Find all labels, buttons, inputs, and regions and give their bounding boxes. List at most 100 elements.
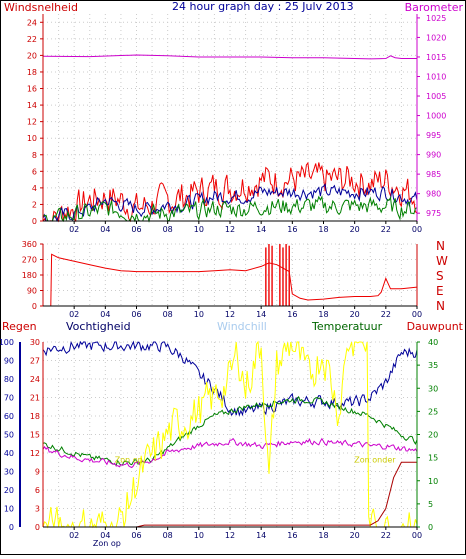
- barometer-tick-label: 995: [426, 131, 441, 140]
- panel1-x-tick-label: 20: [350, 225, 360, 234]
- compass-letter: W: [436, 254, 448, 268]
- barometer-tick-label: 985: [426, 170, 441, 179]
- panel1-x-tick-label: 00: [412, 225, 422, 234]
- humidity-tick-label: 40: [4, 449, 14, 458]
- panel1-series-blue: [42, 183, 418, 223]
- panel2-x-tick-label: 08: [163, 310, 173, 319]
- direction-series: [43, 253, 418, 307]
- panel-wind-barometer: 0246810121416182022249759809859909951000…: [27, 14, 447, 234]
- panel1-x-tick-label: 08: [163, 225, 173, 234]
- temperature-tick-label: 10: [428, 477, 438, 486]
- barometer-tick-label: 1015: [426, 53, 446, 62]
- panel3-x-tick-label: 02: [69, 531, 79, 540]
- rain-tick-label: 0: [35, 523, 40, 532]
- wind-speed-tick-label: 10: [27, 134, 37, 143]
- barometer-tick-label: 1005: [426, 92, 446, 101]
- barometer-tick-label: 1000: [426, 112, 446, 121]
- rain-tick-label: 27: [30, 357, 40, 366]
- humidity-tick-label: 90: [4, 357, 14, 366]
- direction-tick-label: 180: [22, 271, 37, 280]
- temperature-tick-label: 30: [428, 384, 438, 393]
- humidity-tick-label: 10: [4, 505, 14, 514]
- panel2-x-tick-label: 10: [194, 310, 204, 319]
- panel1-x-tick-label: 14: [256, 225, 266, 234]
- direction-tick-label: 90: [27, 287, 37, 296]
- panel1-x-tick-label: 02: [69, 225, 79, 234]
- barometer-tick-label: 1025: [426, 14, 446, 23]
- panel3-x-tick-label: 16: [287, 531, 297, 540]
- wind-speed-label: Windsnelheid: [4, 1, 78, 14]
- humidity-tick-label: 30: [4, 468, 14, 477]
- panel2-x-tick-label: 02: [69, 310, 79, 319]
- humidity-tick-label: 70: [4, 394, 14, 403]
- wind-speed-tick-label: 6: [32, 167, 37, 176]
- rain-tick-label: 24: [30, 375, 40, 384]
- direction-tick-label: 360: [22, 240, 37, 249]
- wind-speed-tick-label: 12: [27, 118, 37, 127]
- compass-letter: N: [436, 239, 445, 253]
- compass-letter: S: [436, 269, 444, 283]
- panel3-x-tick-label: 12: [225, 531, 235, 540]
- rain-tick-label: 6: [35, 486, 40, 495]
- compass-letter: E: [436, 284, 444, 298]
- wind-speed-tick-label: 2: [32, 200, 37, 209]
- rain-tick-label: 12: [30, 449, 40, 458]
- temperature-tick-label: 0: [428, 523, 433, 532]
- temperature-tick-label: 15: [428, 454, 438, 463]
- panel1-x-tick-label: 22: [381, 225, 391, 234]
- wind-speed-tick-label: 4: [32, 184, 37, 193]
- panel2-x-tick-label: 06: [131, 310, 141, 319]
- barometer-tick-label: 980: [426, 190, 441, 199]
- panel2-x-tick-label: 00: [412, 310, 422, 319]
- windchill-label: Windchill: [217, 320, 267, 333]
- barometer-tick-label: 1010: [426, 72, 446, 81]
- panel2-x-tick-label: 16: [287, 310, 297, 319]
- temperature-tick-label: 20: [428, 431, 438, 440]
- chart-title: 24 hour graph day : 25 Julv 2013: [172, 0, 354, 13]
- temperature-tick-label: 40: [428, 338, 438, 347]
- panel2-x-tick-label: 04: [100, 310, 110, 319]
- wind-speed-tick-label: 20: [27, 51, 37, 60]
- panel1-x-tick-label: 16: [287, 225, 297, 234]
- panel3-x-tick-label: 00: [412, 531, 422, 540]
- humidity-tick-label: 100: [0, 338, 14, 347]
- wind-speed-tick-label: 16: [27, 85, 37, 94]
- panel2-x-tick-label: 12: [225, 310, 235, 319]
- direction-tick-label: 0: [32, 302, 37, 311]
- panel3-x-tick-label: 10: [194, 531, 204, 540]
- panel3-x-tick-label: 18: [318, 531, 328, 540]
- panel3-series-magenta: [42, 437, 418, 469]
- panel3-x-tick-label: 22: [381, 531, 391, 540]
- rain-tick-label: 15: [30, 431, 40, 440]
- barometer-tick-label: 1020: [426, 33, 446, 42]
- sun-annotation: Zon op: [115, 455, 143, 464]
- wind-speed-tick-label: 22: [27, 35, 37, 44]
- temperature-tick-label: 25: [428, 407, 438, 416]
- humidity-tick-label: 60: [4, 412, 14, 421]
- sun-annotation: Zon onder: [354, 455, 396, 464]
- panel2-x-tick-label: 22: [381, 310, 391, 319]
- panel3-x-tick-label: 20: [350, 531, 360, 540]
- panel3-series-yellow: [42, 340, 418, 529]
- panel3-series-green: [42, 395, 418, 466]
- panel3-series-darkred: [43, 461, 417, 528]
- rain-tick-label: 30: [30, 338, 40, 347]
- wind-speed-tick-label: 14: [27, 101, 37, 110]
- sun-annotation: Zon op: [93, 539, 121, 548]
- dewpoint-label: Dauwpunt: [407, 320, 464, 333]
- rain-tick-label: 21: [30, 394, 40, 403]
- panel2-x-tick-label: 18: [318, 310, 328, 319]
- humidity-tick-label: 80: [4, 375, 14, 384]
- direction-tick-label: 270: [22, 256, 37, 265]
- temperature-tick-label: 35: [428, 361, 438, 370]
- humidity-label: Vochtigheid: [66, 320, 131, 333]
- panel1-x-tick-label: 18: [318, 225, 328, 234]
- wind-speed-tick-label: 18: [27, 68, 37, 77]
- wind-speed-tick-label: 24: [27, 18, 37, 27]
- rain-tick-label: 18: [30, 412, 40, 421]
- panel1-x-tick-label: 06: [131, 225, 141, 234]
